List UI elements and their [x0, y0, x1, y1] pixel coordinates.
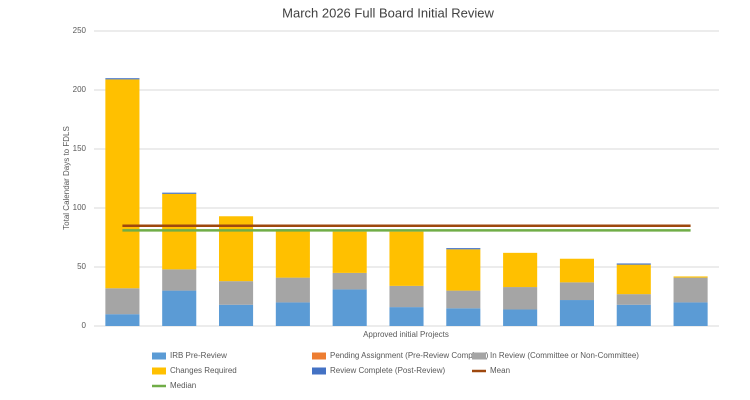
legend-swatch	[312, 352, 326, 360]
y-tick-label: 0	[82, 321, 87, 330]
y-tick-label: 200	[73, 85, 87, 94]
bar-segment	[219, 216, 254, 282]
bar-segment	[673, 302, 708, 326]
bar-segment	[389, 307, 424, 326]
y-tick-label: 100	[73, 203, 87, 212]
bar-segment	[332, 272, 367, 290]
y-axis-label: Total Calendar Days to FDLS	[62, 126, 71, 230]
bar-segment	[446, 308, 481, 326]
legend-swatch	[472, 352, 486, 360]
legend-label: In Review (Committee or Non-Committee)	[490, 351, 639, 360]
bar-segment	[275, 302, 310, 326]
bar-segment	[105, 78, 140, 80]
bar-segment	[275, 277, 310, 303]
bar-segment	[332, 289, 367, 326]
bar-segment	[275, 230, 310, 278]
y-tick-label: 50	[77, 262, 86, 271]
legend-label: Changes Required	[170, 366, 237, 375]
legend-label: Mean	[490, 366, 510, 375]
bar-segment	[559, 282, 594, 301]
bar-segment	[105, 288, 140, 315]
legend-swatch	[152, 367, 166, 375]
bar-segment	[616, 304, 651, 326]
bar-segment	[389, 285, 424, 308]
bar-segment	[389, 231, 424, 286]
bar-segment	[616, 294, 651, 305]
bar-segment	[616, 264, 651, 295]
legend-label: Pending Assignment (Pre-Review Complete)	[330, 351, 489, 360]
legend-swatch	[152, 352, 166, 360]
bar-segment	[616, 263, 651, 265]
bar-segment	[673, 276, 708, 278]
bar-segment	[219, 281, 254, 305]
chart-title: March 2026 Full Board Initial Review	[282, 5, 494, 20]
legend-label: Review Complete (Post-Review)	[330, 366, 445, 375]
bar-segment	[332, 231, 367, 273]
bar-segment	[105, 314, 140, 326]
bar-segment	[503, 287, 538, 310]
bar-segment	[105, 79, 140, 289]
bar-segment	[162, 290, 197, 326]
x-axis-label: Approved initial Projects	[363, 330, 449, 339]
bar-segment	[673, 277, 708, 303]
bar-segment	[162, 192, 197, 194]
legend-label: IRB Pre-Review	[170, 351, 227, 360]
bar-segment	[503, 252, 538, 288]
bar-segment	[446, 248, 481, 250]
bar-segment	[559, 258, 594, 283]
bar-segment	[162, 269, 197, 291]
bar-segment	[559, 300, 594, 326]
bar-segment	[219, 304, 254, 326]
legend-label: Median	[170, 381, 196, 390]
y-tick-label: 250	[73, 26, 87, 35]
bar-segment	[446, 290, 481, 309]
bar-segment	[446, 249, 481, 291]
bar-segment	[503, 309, 538, 326]
y-tick-label: 150	[73, 144, 87, 153]
legend-swatch	[312, 367, 326, 375]
